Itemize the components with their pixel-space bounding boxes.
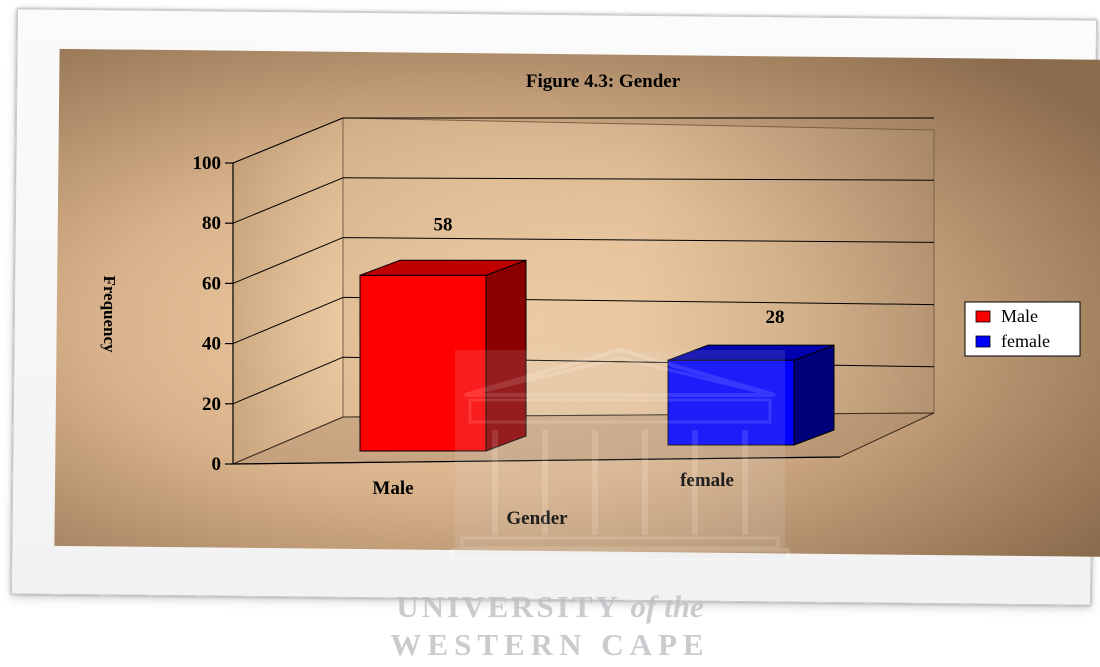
bars	[359, 259, 835, 452]
y-tick-label: 100	[193, 153, 222, 174]
y-tick-label: 20	[202, 394, 221, 415]
gridline-side	[232, 356, 344, 405]
bar-top-male	[359, 259, 527, 276]
x-tick-label: Male	[372, 478, 413, 499]
watermark-line1-italic: of the	[630, 589, 704, 624]
gridline-side	[232, 177, 344, 224]
gridline-back	[342, 237, 935, 243]
chart-title: Figure 4.3: Gender	[526, 71, 681, 92]
legend-label-female: female	[1001, 331, 1050, 351]
gridline-back	[342, 177, 935, 181]
y-tick-label: 40	[202, 334, 221, 355]
bar-front-male	[359, 274, 487, 452]
bar-top-female	[667, 344, 835, 361]
y-axis-ticks: 0 20 40 60 80 100	[193, 153, 233, 475]
value-label: 28	[766, 307, 785, 328]
watermark-line1: UNIVERSITY	[396, 589, 620, 624]
y-tick-label: 0	[212, 454, 222, 475]
x-axis-label: Gender	[506, 508, 568, 529]
x-tick-label: female	[680, 470, 734, 491]
legend-swatch-male	[975, 310, 991, 323]
university-watermark: UNIVERSITY of the WESTERN CAPE	[0, 588, 1100, 664]
gridline-side	[232, 237, 344, 284]
side-wall	[232, 117, 344, 465]
university-crest-watermark	[450, 347, 790, 562]
legend-label-male: Male	[1001, 306, 1038, 326]
y-tick-label: 60	[202, 273, 221, 294]
bar-side-female	[793, 344, 835, 446]
gridline-side	[232, 296, 344, 345]
y-tick-label: 80	[202, 213, 221, 234]
legend-swatch-female	[975, 335, 991, 348]
value-label: 58	[434, 214, 453, 235]
watermark-line2: WESTERN CAPE	[390, 627, 710, 662]
gridline-side	[232, 117, 344, 164]
x-axis-line	[232, 456, 841, 465]
legend: Male female	[964, 301, 1081, 357]
value-labels: 58 28	[434, 214, 785, 328]
x-axis-tick-labels: Male female	[372, 470, 733, 499]
y-axis-label: Frequency	[100, 275, 119, 353]
